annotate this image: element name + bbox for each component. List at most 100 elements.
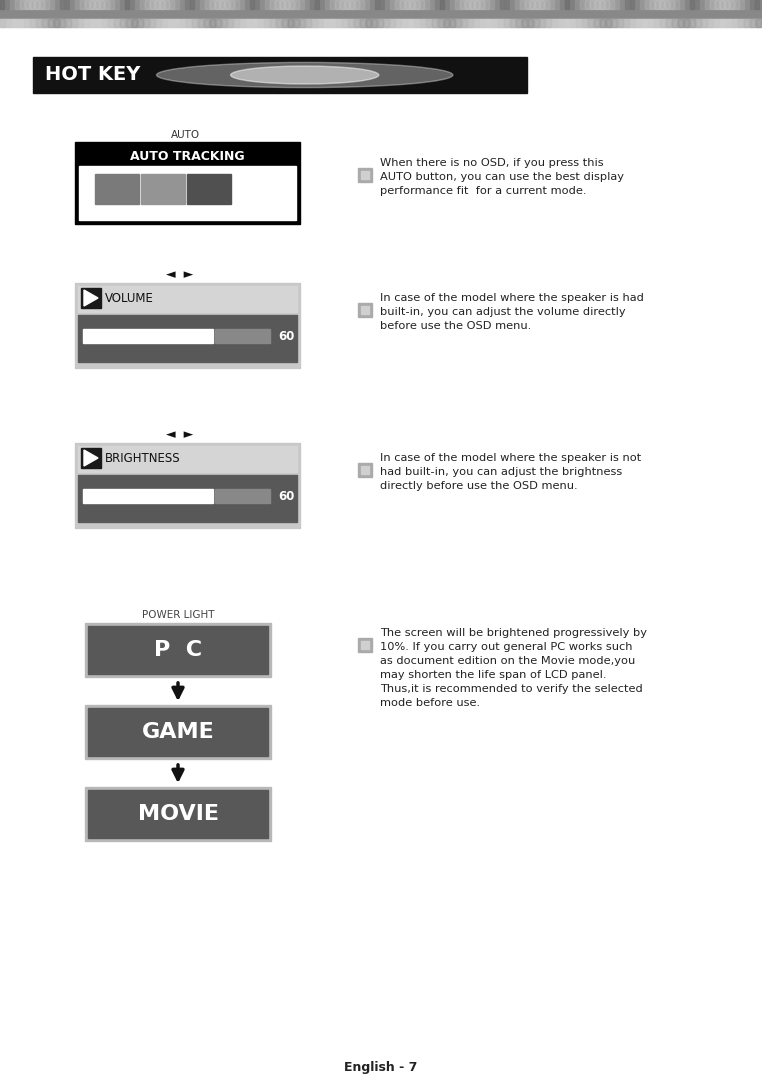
Bar	[15, 0, 19, 9]
Bar	[576, 19, 581, 27]
Bar	[672, 19, 677, 27]
Bar	[54, 19, 59, 27]
Bar	[60, 19, 65, 27]
Bar	[80, 0, 84, 9]
Bar	[215, 0, 219, 9]
Bar	[24, 19, 29, 27]
Bar	[570, 0, 574, 9]
Bar	[420, 0, 424, 9]
Bar	[400, 0, 404, 9]
Bar	[150, 19, 155, 27]
Bar	[690, 0, 694, 9]
Bar	[570, 19, 575, 27]
Bar	[580, 0, 584, 9]
Bar	[366, 19, 371, 27]
Bar	[525, 0, 529, 9]
Text: AUTO TRACKING: AUTO TRACKING	[130, 150, 245, 163]
Bar	[666, 19, 671, 27]
Bar	[590, 0, 594, 9]
Bar	[252, 19, 257, 27]
Bar	[358, 638, 372, 652]
Bar	[95, 0, 99, 9]
Bar	[396, 19, 401, 27]
Bar	[320, 0, 324, 9]
Bar	[756, 19, 761, 27]
Bar	[665, 0, 669, 9]
Bar	[378, 19, 383, 27]
Bar	[695, 0, 699, 9]
Bar	[365, 0, 369, 9]
Bar	[725, 0, 729, 9]
Bar	[700, 0, 704, 9]
Bar	[78, 475, 297, 522]
Bar	[361, 466, 369, 474]
Bar	[575, 0, 579, 9]
Bar	[162, 19, 167, 27]
Bar	[500, 0, 504, 9]
Bar	[84, 19, 89, 27]
Text: 10%. If you carry out general PC works such: 10%. If you carry out general PC works s…	[380, 642, 632, 652]
Bar	[474, 19, 479, 27]
Bar	[12, 19, 17, 27]
Bar	[594, 19, 599, 27]
Bar	[605, 0, 609, 9]
Bar	[630, 19, 635, 27]
Bar	[620, 0, 624, 9]
Bar	[430, 0, 434, 9]
Bar	[75, 0, 79, 9]
Bar	[95, 174, 139, 204]
Bar	[335, 0, 339, 9]
Bar	[85, 787, 271, 841]
Bar	[485, 0, 489, 9]
Bar	[358, 168, 372, 182]
Polygon shape	[84, 290, 98, 306]
Bar	[384, 19, 389, 27]
Bar	[75, 443, 300, 529]
Bar	[708, 19, 713, 27]
Bar	[530, 0, 534, 9]
Bar	[250, 0, 254, 9]
Bar	[546, 19, 551, 27]
Bar	[185, 0, 189, 9]
Bar	[675, 0, 679, 9]
Text: POWER LIGHT: POWER LIGHT	[142, 610, 214, 620]
Bar	[50, 0, 54, 9]
Bar	[438, 19, 443, 27]
Text: ◄  ►: ◄ ►	[166, 428, 194, 441]
Bar	[40, 0, 44, 9]
Bar	[210, 19, 215, 27]
Bar	[5, 0, 9, 9]
Bar	[88, 708, 268, 756]
Bar	[732, 19, 737, 27]
Bar	[528, 19, 533, 27]
Bar	[225, 0, 229, 9]
Bar	[10, 0, 14, 9]
Bar	[540, 0, 544, 9]
Bar	[414, 19, 419, 27]
Text: GAME: GAME	[142, 722, 214, 741]
Bar	[66, 19, 71, 27]
Bar	[204, 19, 209, 27]
Bar	[354, 19, 359, 27]
Bar	[96, 19, 101, 27]
Bar	[228, 19, 233, 27]
Bar	[215, 489, 270, 503]
Bar	[690, 19, 695, 27]
Bar	[330, 0, 334, 9]
Bar	[294, 19, 299, 27]
Text: may shorten the life span of LCD panel.: may shorten the life span of LCD panel.	[380, 670, 607, 680]
Bar	[370, 0, 374, 9]
Bar	[325, 0, 329, 9]
Bar	[20, 0, 24, 9]
Bar	[588, 19, 593, 27]
Polygon shape	[84, 450, 98, 466]
Bar	[340, 0, 344, 9]
Bar	[83, 329, 213, 343]
Bar	[505, 0, 509, 9]
Bar	[710, 0, 714, 9]
Bar	[390, 19, 395, 27]
Bar	[222, 19, 227, 27]
Bar	[755, 0, 759, 9]
Bar	[235, 0, 239, 9]
Bar	[680, 0, 684, 9]
